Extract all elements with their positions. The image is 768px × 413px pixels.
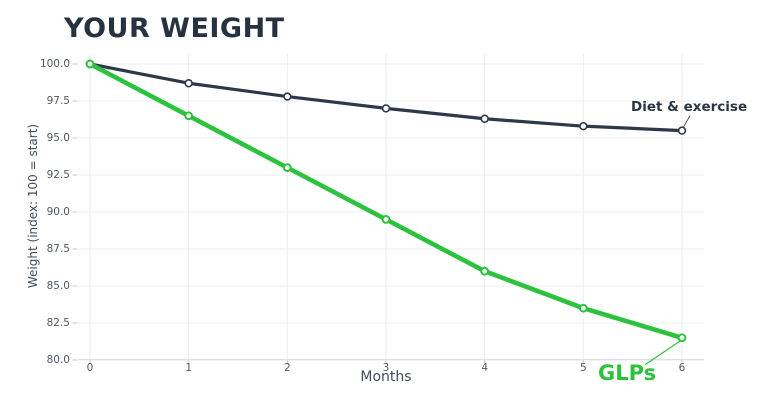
data-point-marker (184, 111, 194, 121)
data-point-marker (677, 333, 687, 343)
y-tick-label: 85.0 (46, 279, 70, 292)
y-tick-label: 92.5 (46, 168, 70, 181)
x-tick-label: 5 (579, 361, 587, 374)
data-point-marker (579, 121, 588, 131)
x-tick-label: 4 (481, 361, 488, 374)
y-tick-label: 97.5 (46, 94, 70, 107)
data-point-marker (480, 266, 490, 276)
x-tick-label: 1 (185, 361, 192, 374)
y-tick-label: 90.0 (46, 205, 70, 218)
data-point-marker (677, 126, 687, 135)
x-tick-label: 2 (283, 361, 291, 374)
x-axis-title: Months (360, 369, 412, 385)
chart-title: YOUR WEIGHT (64, 13, 285, 44)
y-tick-label: 100.0 (39, 57, 70, 70)
data-point-marker (578, 303, 588, 313)
series-label-diet-exercise: Diet & exercise (631, 99, 748, 115)
y-tick-label: 95.0 (46, 131, 70, 144)
y-tick-label: 82.5 (46, 316, 70, 329)
data-point-marker (381, 215, 391, 224)
y-tick-label: 87.5 (46, 242, 70, 255)
data-point-marker (381, 104, 391, 113)
x-tick-label: 3 (382, 361, 390, 374)
diet-label-leader-line (683, 115, 691, 128)
data-point-marker (282, 163, 292, 173)
data-point-marker (480, 114, 489, 123)
series-label-glps: GLPs (598, 361, 657, 385)
data-point-marker (283, 92, 292, 101)
x-tick-label: 6 (678, 361, 686, 374)
data-point-marker (184, 79, 193, 88)
glp-label-leader-line (644, 340, 681, 366)
x-tick-label: 0 (86, 361, 94, 374)
y-tick-label: 80.0 (46, 353, 70, 366)
data-point-marker (85, 59, 95, 69)
